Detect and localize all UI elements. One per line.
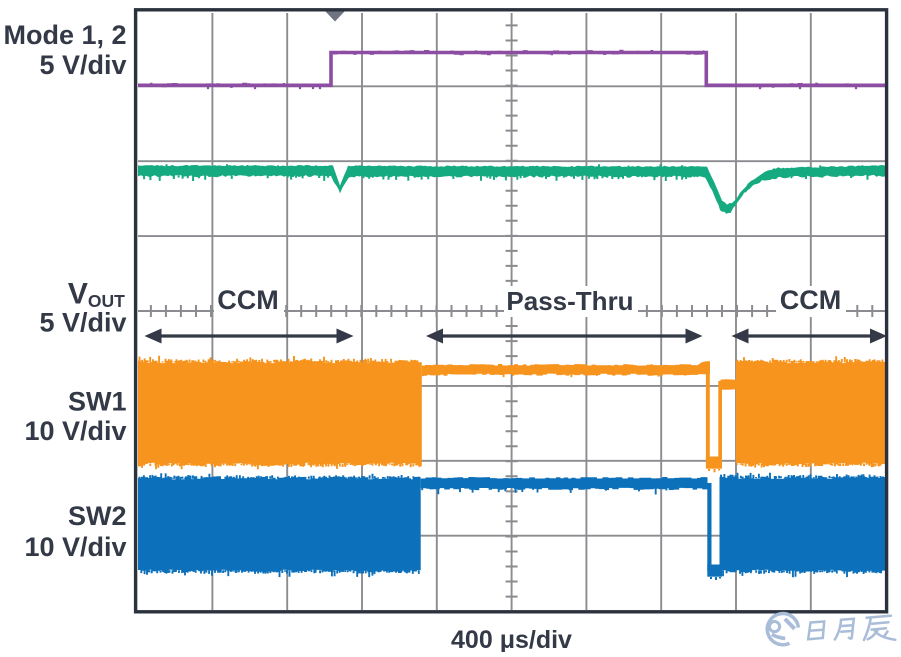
svg-text:CCM: CCM — [217, 285, 279, 315]
svg-text:10 V/div: 10 V/div — [24, 532, 126, 562]
svg-text:SW1: SW1 — [68, 387, 127, 417]
svg-text:Pass-Thru: Pass-Thru — [506, 286, 633, 316]
svg-text:400 μs/div: 400 μs/div — [451, 626, 572, 652]
svg-text:5 V/div: 5 V/div — [39, 50, 126, 80]
svg-text:Mode 1, 2: Mode 1, 2 — [3, 20, 126, 50]
svg-text:SW2: SW2 — [68, 501, 127, 531]
svg-text:10 V/div: 10 V/div — [24, 416, 126, 446]
svg-text:5 V/div: 5 V/div — [39, 308, 126, 338]
svg-text:CCM: CCM — [780, 285, 842, 315]
